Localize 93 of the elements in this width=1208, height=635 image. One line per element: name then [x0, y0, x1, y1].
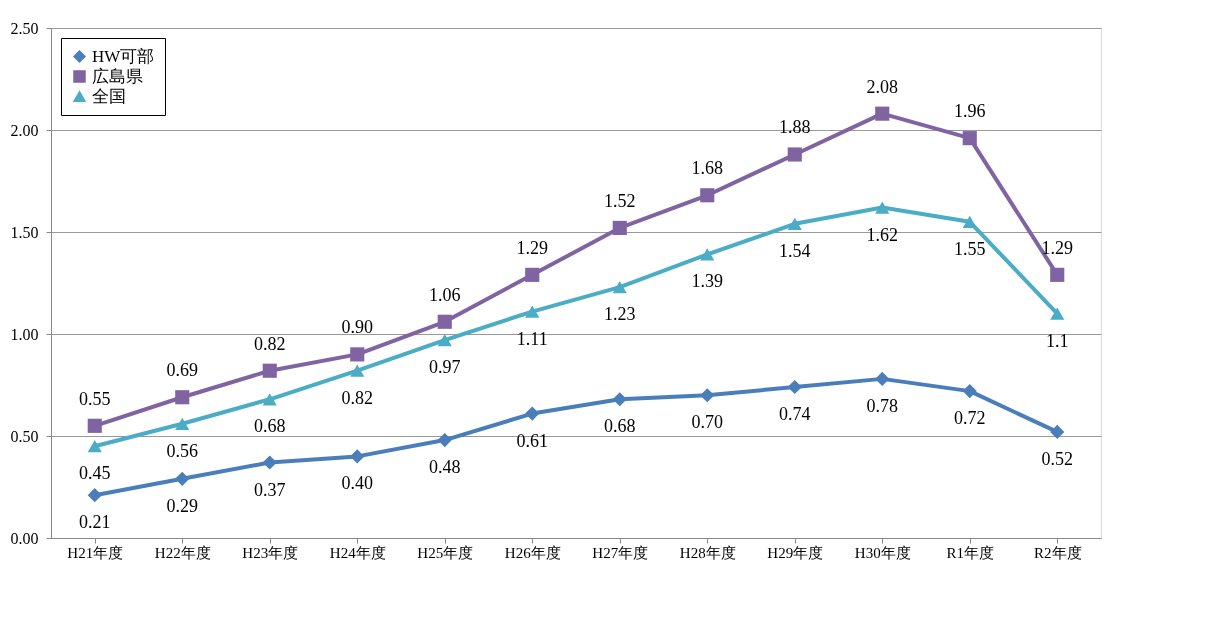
- point: [700, 388, 715, 403]
- data-label: 0.48: [429, 457, 461, 478]
- x-tick-label: H29年度: [767, 544, 824, 561]
- x-tick-label: H21年度: [67, 544, 124, 561]
- point: [350, 347, 365, 362]
- point: [612, 220, 627, 235]
- point: [962, 215, 977, 228]
- data-label: 0.40: [341, 473, 373, 494]
- data-label: 0.70: [691, 412, 723, 433]
- point: [1050, 267, 1065, 282]
- data-label: 1.52: [604, 190, 636, 211]
- point: [525, 305, 540, 318]
- y-tick-label: 1.50: [10, 223, 39, 241]
- point: [875, 106, 890, 121]
- data-label: 1.55: [954, 238, 986, 259]
- y-tick-label: 1.00: [10, 325, 39, 343]
- point: [437, 334, 452, 347]
- data-label: 0.61: [516, 430, 548, 451]
- data-label: 2.08: [866, 76, 898, 97]
- data-label: 0.78: [866, 395, 898, 416]
- x-tick-label: H26年度: [504, 544, 561, 561]
- data-label: 0.37: [254, 479, 286, 500]
- x-tick-label: H24年度: [329, 544, 386, 561]
- data-label: 1.39: [691, 271, 723, 292]
- y-tick-label: 0.00: [10, 529, 39, 547]
- point: [612, 392, 627, 407]
- data-label: 1.29: [1041, 237, 1073, 258]
- data-label: 0.72: [954, 408, 986, 429]
- point: [87, 488, 102, 503]
- x-tick-label: H27年度: [592, 544, 649, 561]
- legend-label: HW可部: [92, 46, 155, 66]
- point: [787, 147, 802, 162]
- data-label: 1.54: [779, 240, 811, 261]
- x-tick-label: R2年度: [1033, 544, 1082, 561]
- point: [87, 418, 102, 433]
- point: [1050, 307, 1065, 320]
- data-label: 0.82: [341, 387, 373, 408]
- data-label: 1.1: [1046, 330, 1069, 351]
- x-tick-label: H25年度: [417, 544, 474, 561]
- point: [350, 364, 365, 377]
- data-label: 1.23: [604, 304, 636, 325]
- y-tick-label: 0.50: [10, 427, 39, 445]
- point: [875, 371, 890, 386]
- x-tick-label: H28年度: [679, 544, 736, 561]
- x-tick-label: R1年度: [946, 544, 995, 561]
- data-label: 1.96: [954, 101, 986, 122]
- legend-label: 広島県: [92, 66, 143, 86]
- y-tick-label: 2.50: [10, 19, 39, 37]
- point: [175, 471, 190, 486]
- data-label: 0.69: [166, 360, 198, 381]
- data-label: 1.68: [691, 158, 723, 179]
- point: [525, 267, 540, 282]
- data-label: 0.29: [166, 495, 198, 516]
- data-label: 0.68: [604, 416, 636, 437]
- point: [437, 314, 452, 329]
- data-label: 0.52: [1041, 448, 1073, 469]
- data-label: 0.97: [429, 357, 461, 378]
- point: [700, 248, 715, 261]
- data-label: 0.74: [779, 404, 811, 425]
- data-label: 1.11: [516, 328, 548, 349]
- data-label: 1.62: [866, 224, 898, 245]
- data-label: 1.88: [779, 117, 811, 138]
- point: [437, 433, 452, 448]
- point: [87, 440, 102, 453]
- data-label: 1.06: [429, 284, 461, 305]
- point: [1050, 424, 1065, 439]
- data-label: 0.56: [166, 440, 198, 461]
- data-label: 0.90: [341, 317, 373, 338]
- data-label: 0.82: [254, 333, 286, 354]
- point: [787, 379, 802, 395]
- point: [175, 417, 190, 430]
- y-tick-label: 2.00: [10, 121, 39, 139]
- point: [262, 363, 277, 378]
- point: [962, 131, 977, 146]
- point: [350, 449, 365, 464]
- point: [262, 455, 277, 470]
- point: [700, 188, 715, 203]
- point: [612, 280, 627, 294]
- x-tick-label: H23年度: [242, 544, 299, 561]
- point: [262, 393, 277, 406]
- legend-label: 全国: [92, 86, 126, 106]
- x-tick-label: H22年度: [154, 544, 211, 561]
- data-label: 0.45: [79, 463, 111, 484]
- point: [875, 201, 890, 214]
- data-label: 1.29: [516, 237, 548, 258]
- data-label: 0.68: [254, 416, 286, 437]
- data-label: 0.21: [79, 512, 111, 533]
- point: [175, 390, 190, 405]
- x-tick-label: H30年度: [854, 544, 911, 561]
- point: [787, 217, 802, 230]
- point: [962, 384, 977, 399]
- point: [525, 406, 540, 421]
- data-label: 0.55: [79, 388, 111, 409]
